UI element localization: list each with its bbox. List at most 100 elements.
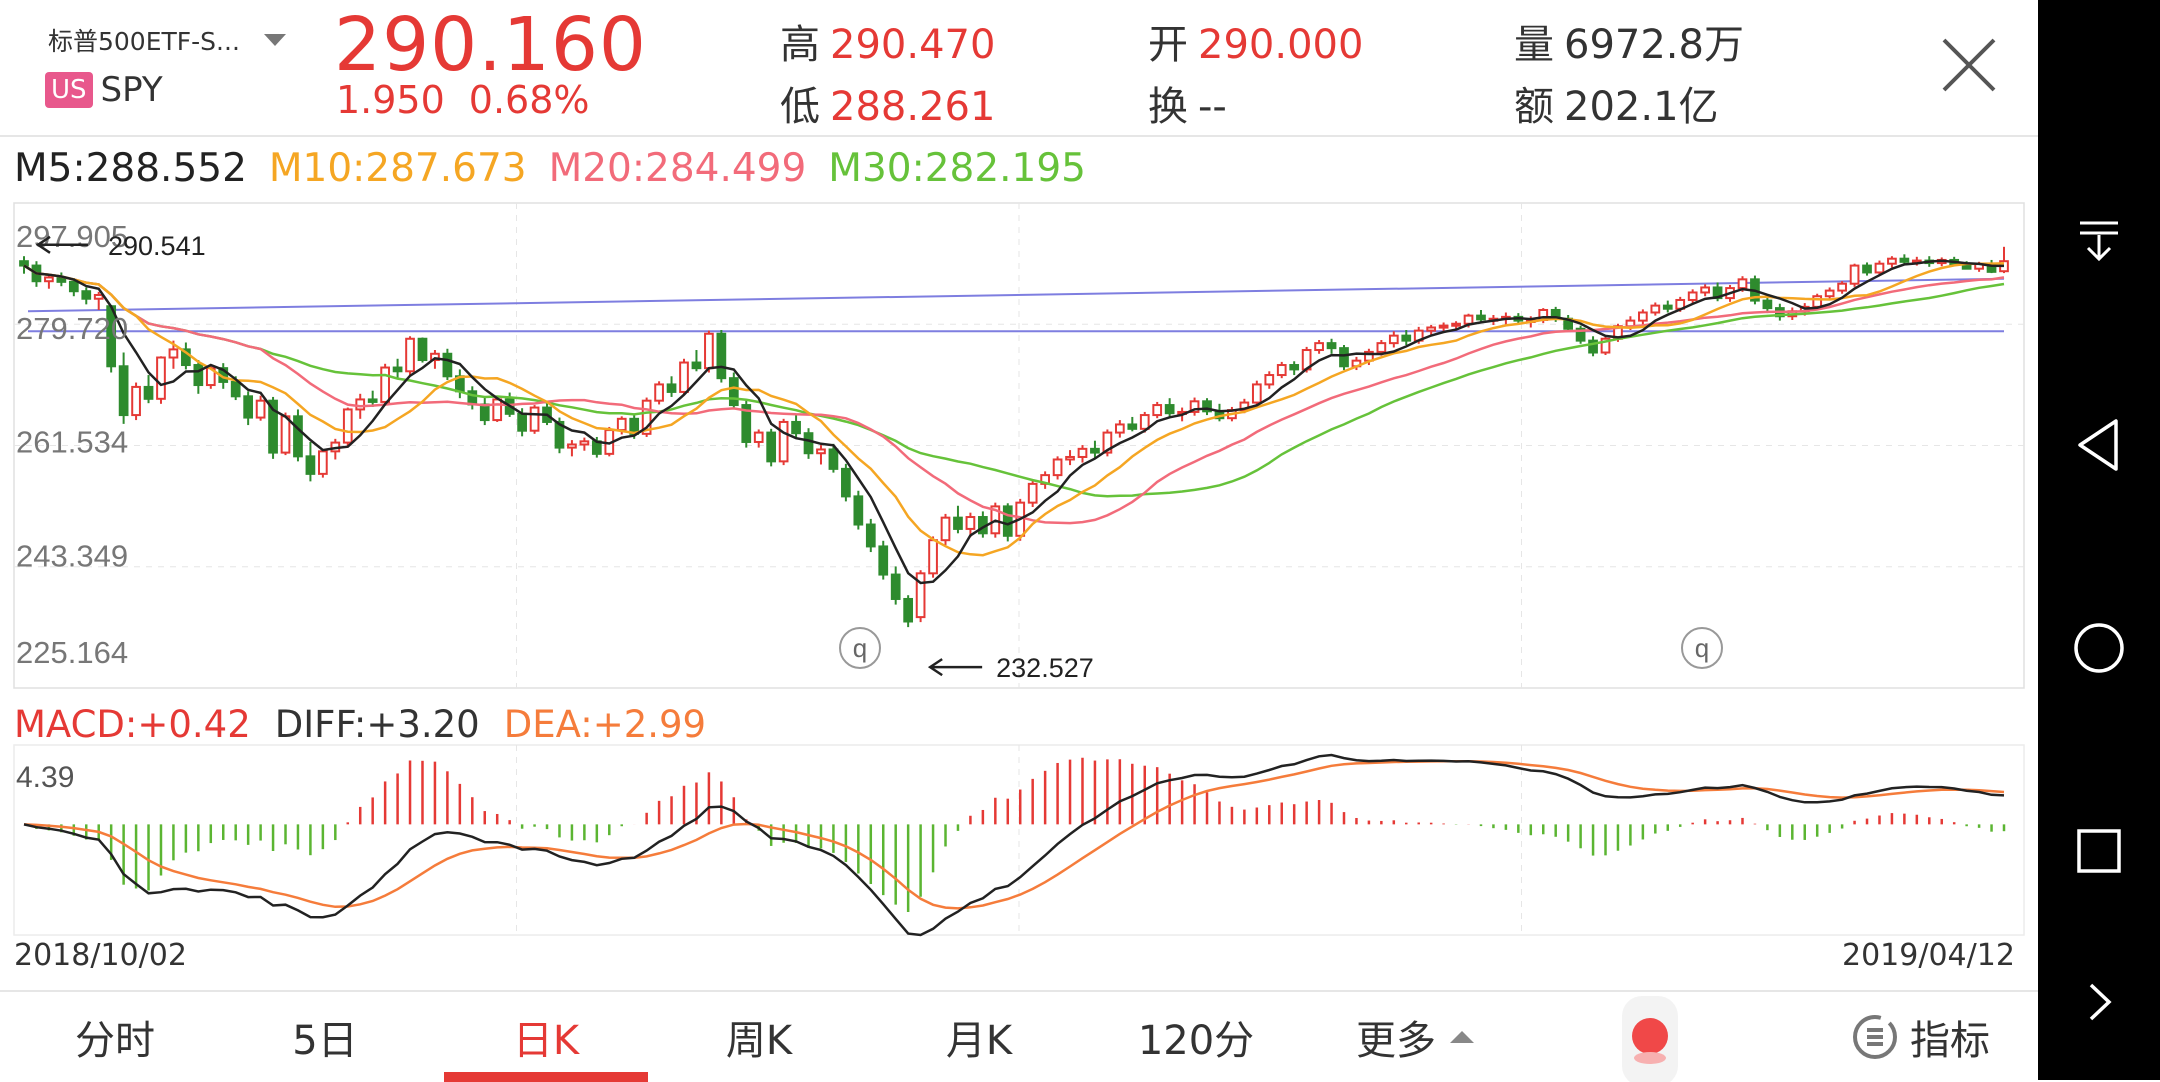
candle-body — [803, 432, 814, 455]
back-icon — [2078, 419, 2118, 471]
change-percent: 0.68% — [468, 78, 590, 122]
event-marker-label: q — [853, 633, 867, 663]
candle-body — [1700, 286, 1710, 294]
candle-body — [230, 380, 241, 398]
candle-body — [1264, 374, 1275, 386]
candle-body — [305, 455, 316, 475]
volume-label: 量 — [1514, 22, 1554, 68]
ma10-label: M10:287.673 — [268, 146, 527, 191]
candle-body — [168, 348, 179, 359]
candle-body — [1102, 431, 1113, 454]
macd-chart[interactable]: 4.39 — [0, 0, 2038, 990]
active-tab-indicator — [444, 1072, 648, 1082]
amount-value: 202.1亿 — [1564, 84, 1719, 130]
candle-body — [68, 280, 79, 293]
candle-body — [342, 408, 353, 444]
candle-body — [417, 337, 428, 362]
ma5-line — [23, 259, 2005, 585]
candle-body — [1662, 304, 1673, 310]
ma-legend: M5:288.552 M10:287.673 M20:284.499 M30:2… — [14, 146, 1086, 191]
close-icon[interactable] — [1940, 36, 1998, 94]
candle-body — [940, 516, 951, 542]
candlestick-chart[interactable]: 297.905 279.720 261.534 243.349 225.164 290.5… — [0, 0, 2038, 710]
quote-header: 标普500ETF-S... US SPY 290.160 1.950 0.68%… — [0, 0, 2038, 137]
open-value: 290.000 — [1198, 22, 1364, 68]
candle-body — [1451, 322, 1461, 327]
candle-body — [1314, 342, 1324, 352]
candle-body — [1065, 455, 1075, 461]
turnover-label: 换 — [1148, 84, 1188, 130]
ticker-code: SPY — [100, 70, 163, 110]
trend-line-upper — [27, 277, 2005, 313]
candle-body — [1849, 264, 1860, 285]
turnover-quote: 换 -- — [1148, 74, 1227, 132]
max-arrow-head — [35, 235, 51, 254]
security-code: US SPY — [45, 70, 163, 110]
tab-intraday[interactable]: 分时 — [75, 1018, 155, 1064]
candle-body — [392, 366, 403, 373]
candle-body — [131, 385, 141, 417]
security-name: 标普500ETF-S... — [48, 27, 240, 56]
min-arrow-head — [927, 658, 943, 677]
candle-body — [268, 399, 278, 454]
candle-body — [442, 352, 453, 378]
event-marker-icon — [839, 627, 881, 669]
candle-body — [143, 385, 154, 400]
y-tick-label: 297.905 — [16, 219, 128, 254]
candle-body — [1276, 364, 1287, 377]
turnover-value: -- — [1198, 84, 1227, 130]
candle-body — [355, 398, 366, 411]
security-selector[interactable]: 标普500ETF-S... — [48, 22, 286, 58]
macd-legend: MACD:+0.42 DIFF:+3.20 DEA:+2.99 — [14, 703, 706, 746]
candle-body — [1090, 447, 1100, 454]
candle-body — [529, 406, 540, 432]
candle-body — [1114, 423, 1125, 434]
nav-recents-button[interactable] — [2038, 801, 2160, 901]
ma10-line — [23, 262, 2005, 557]
record-button[interactable] — [1600, 992, 1700, 1082]
nav-home-button[interactable] — [2038, 598, 2160, 698]
tab-monthly-k[interactable]: 月K — [945, 1018, 1013, 1064]
tab-more[interactable]: 更多 — [1330, 992, 1500, 1082]
candle-body — [293, 415, 303, 458]
nav-pulldown-button[interactable] — [2038, 190, 2160, 290]
candle-body — [1164, 404, 1175, 415]
max-price-annotation: 290.541 — [108, 231, 206, 261]
candle-body — [1426, 326, 1437, 332]
candle-body — [1251, 383, 1262, 404]
high-label: 高 — [780, 22, 820, 68]
tab-daily-k[interactable]: 日K — [512, 1018, 580, 1064]
tab-weekly-k[interactable]: 周K — [725, 1018, 793, 1064]
high-value: 290.470 — [830, 22, 996, 68]
close-button[interactable] — [1940, 36, 1998, 94]
candle-body — [93, 293, 104, 300]
nav-more-button[interactable] — [2038, 952, 2160, 1052]
event-marker-icon — [1681, 627, 1723, 669]
candle-body — [579, 440, 590, 446]
candle-body — [1152, 404, 1163, 417]
pull-down-icon — [2080, 221, 2118, 262]
candle-body — [405, 337, 415, 373]
candle-body — [741, 404, 752, 443]
ma30-line — [23, 264, 2005, 498]
candle-body — [181, 348, 191, 367]
candle-body — [766, 431, 777, 463]
tab-5day[interactable]: 5日 — [292, 1018, 358, 1064]
nav-back-button[interactable] — [2038, 395, 2160, 495]
candle-body — [1002, 505, 1013, 537]
open-label: 开 — [1148, 22, 1188, 68]
candle-body — [1837, 282, 1847, 292]
amount-quote: 额 202.1亿 — [1514, 74, 1719, 132]
chevron-down-icon[interactable] — [263, 34, 286, 46]
candle-body — [380, 366, 390, 403]
chevron-right-icon — [2089, 983, 2112, 1021]
tab-indicators[interactable]: 指标 — [1820, 992, 2020, 1082]
tab-120min[interactable]: 120分 — [1137, 1018, 1255, 1064]
candle-body — [367, 398, 378, 403]
end-date: 2019/04/12 — [1842, 938, 2015, 973]
candle-body — [44, 276, 54, 283]
y-tick-label: 225.164 — [16, 635, 128, 670]
period-tabs: 分时 5日 日K 周K 月K 120分 更多 指标 — [0, 990, 2038, 1082]
change-value: 1.950 — [336, 78, 445, 122]
candle-body — [878, 545, 889, 576]
